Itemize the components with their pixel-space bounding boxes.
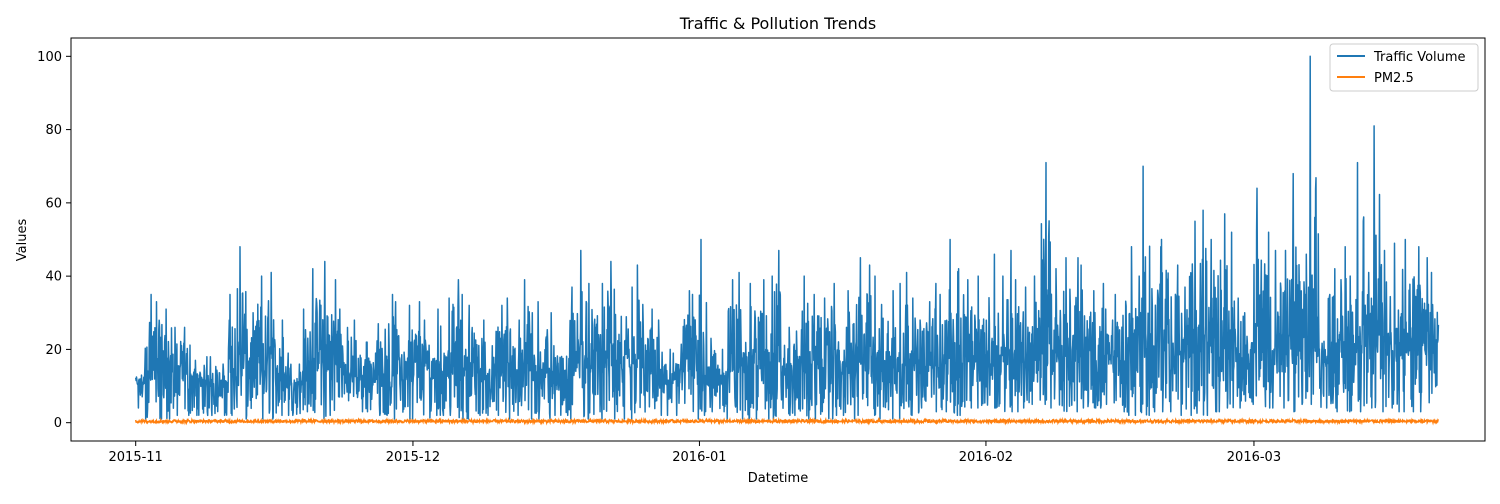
legend-label-traffic-volume: Traffic Volume [1373, 50, 1466, 65]
legend: Traffic Volume PM2.5 [1329, 43, 1479, 92]
legend-label-pm25: PM2.5 [1374, 71, 1414, 86]
y-tick-label: 100 [37, 50, 62, 65]
y-axis-label: Values [15, 219, 30, 262]
series-traffic-volume-line [134, 55, 1440, 420]
x-tick-label: 2016-02 [959, 450, 1013, 465]
x-tick-label: 2016-03 [1227, 450, 1281, 465]
y-axis: 0 20 40 60 80 100 [37, 50, 71, 431]
y-tick-label: 80 [45, 123, 62, 138]
y-tick-label: 40 [45, 270, 62, 285]
x-axis: 2015-11 2015-12 2016-01 2016-02 2016-03 [109, 441, 1281, 465]
x-tick-label: 2015-11 [109, 450, 163, 465]
y-tick-label: 0 [54, 416, 62, 431]
x-axis-label: Datetime [748, 471, 808, 486]
y-tick-label: 60 [45, 196, 62, 211]
x-tick-label: 2016-01 [672, 450, 726, 465]
series-pm25-line [134, 416, 1439, 426]
axes-frame [70, 37, 1486, 442]
y-tick-label: 20 [45, 343, 62, 358]
legend-box [1329, 43, 1479, 92]
plot-area [134, 55, 1440, 426]
x-tick-label: 2015-12 [386, 450, 440, 465]
chart-title: Traffic & Pollution Trends [679, 14, 876, 33]
